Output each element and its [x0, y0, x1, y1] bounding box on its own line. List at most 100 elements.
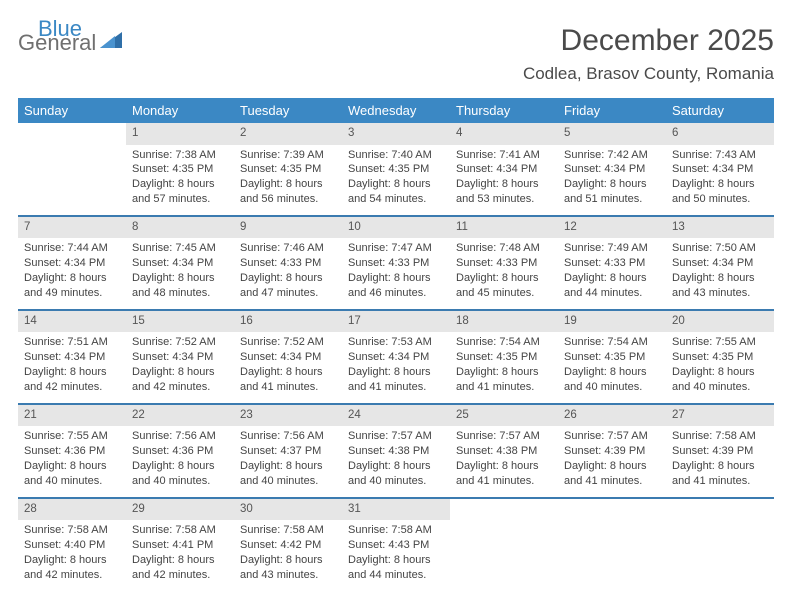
daylight-line: Daylight: 8 hours and 43 minutes.: [672, 271, 768, 301]
daylight-line: Daylight: 8 hours and 48 minutes.: [132, 271, 228, 301]
sunset-line: Sunset: 4:35 PM: [132, 162, 228, 177]
calendar-cell: 11Sunrise: 7:48 AMSunset: 4:33 PMDayligh…: [450, 216, 558, 310]
daylight-line: Daylight: 8 hours and 40 minutes.: [240, 459, 336, 489]
sunrise-line: Sunrise: 7:43 AM: [672, 148, 768, 163]
sunrise-line: Sunrise: 7:56 AM: [132, 429, 228, 444]
day-number: 14: [18, 311, 126, 333]
day-number: 6: [666, 123, 774, 145]
day-number: 16: [234, 311, 342, 333]
sunrise-line: Sunrise: 7:55 AM: [672, 335, 768, 350]
sunrise-line: Sunrise: 7:44 AM: [24, 241, 120, 256]
sunrise-line: Sunrise: 7:42 AM: [564, 148, 660, 163]
day-number: 12: [558, 217, 666, 239]
calendar-cell: 10Sunrise: 7:47 AMSunset: 4:33 PMDayligh…: [342, 216, 450, 310]
sunset-line: Sunset: 4:33 PM: [348, 256, 444, 271]
day-number: 26: [558, 405, 666, 427]
sunrise-line: Sunrise: 7:49 AM: [564, 241, 660, 256]
calendar-cell: 13Sunrise: 7:50 AMSunset: 4:34 PMDayligh…: [666, 216, 774, 310]
calendar-cell: 30Sunrise: 7:58 AMSunset: 4:42 PMDayligh…: [234, 498, 342, 591]
calendar-cell: 12Sunrise: 7:49 AMSunset: 4:33 PMDayligh…: [558, 216, 666, 310]
calendar-cell: 19Sunrise: 7:54 AMSunset: 4:35 PMDayligh…: [558, 310, 666, 404]
daylight-line: Daylight: 8 hours and 45 minutes.: [456, 271, 552, 301]
calendar-cell: 4Sunrise: 7:41 AMSunset: 4:34 PMDaylight…: [450, 123, 558, 216]
calendar-cell: 24Sunrise: 7:57 AMSunset: 4:38 PMDayligh…: [342, 404, 450, 498]
sunset-line: Sunset: 4:34 PM: [24, 256, 120, 271]
daylight-line: Daylight: 8 hours and 54 minutes.: [348, 177, 444, 207]
sunrise-line: Sunrise: 7:58 AM: [132, 523, 228, 538]
sunset-line: Sunset: 4:34 PM: [240, 350, 336, 365]
calendar-cell: 14Sunrise: 7:51 AMSunset: 4:34 PMDayligh…: [18, 310, 126, 404]
location-text: Codlea, Brasov County, Romania: [523, 64, 774, 84]
sunset-line: Sunset: 4:42 PM: [240, 538, 336, 553]
sunrise-line: Sunrise: 7:45 AM: [132, 241, 228, 256]
sunrise-line: Sunrise: 7:56 AM: [240, 429, 336, 444]
sunrise-line: Sunrise: 7:50 AM: [672, 241, 768, 256]
calendar-cell: [666, 498, 774, 591]
day-number: 29: [126, 499, 234, 521]
day-number: 8: [126, 217, 234, 239]
sunset-line: Sunset: 4:36 PM: [132, 444, 228, 459]
sunrise-line: Sunrise: 7:54 AM: [564, 335, 660, 350]
weekday-header: Sunday: [18, 98, 126, 123]
sunset-line: Sunset: 4:34 PM: [24, 350, 120, 365]
sunset-line: Sunset: 4:35 PM: [672, 350, 768, 365]
daylight-line: Daylight: 8 hours and 40 minutes.: [672, 365, 768, 395]
sunset-line: Sunset: 4:34 PM: [564, 162, 660, 177]
sunset-line: Sunset: 4:43 PM: [348, 538, 444, 553]
sunrise-line: Sunrise: 7:41 AM: [456, 148, 552, 163]
day-number: 18: [450, 311, 558, 333]
day-number: 31: [342, 499, 450, 521]
day-number: 4: [450, 123, 558, 145]
sunrise-line: Sunrise: 7:55 AM: [24, 429, 120, 444]
daylight-line: Daylight: 8 hours and 47 minutes.: [240, 271, 336, 301]
sunrise-line: Sunrise: 7:48 AM: [456, 241, 552, 256]
sunrise-line: Sunrise: 7:57 AM: [348, 429, 444, 444]
sunset-line: Sunset: 4:35 PM: [564, 350, 660, 365]
calendar-table: SundayMondayTuesdayWednesdayThursdayFrid…: [18, 98, 774, 590]
sunrise-line: Sunrise: 7:58 AM: [240, 523, 336, 538]
daylight-line: Daylight: 8 hours and 40 minutes.: [348, 459, 444, 489]
day-number: 15: [126, 311, 234, 333]
sunset-line: Sunset: 4:39 PM: [672, 444, 768, 459]
logo-triangle-icon: [100, 32, 122, 55]
logo-word2: Blue: [38, 16, 82, 42]
calendar-cell: 15Sunrise: 7:52 AMSunset: 4:34 PMDayligh…: [126, 310, 234, 404]
sunset-line: Sunset: 4:38 PM: [348, 444, 444, 459]
calendar-cell: 29Sunrise: 7:58 AMSunset: 4:41 PMDayligh…: [126, 498, 234, 591]
sunrise-line: Sunrise: 7:40 AM: [348, 148, 444, 163]
calendar-cell: 5Sunrise: 7:42 AMSunset: 4:34 PMDaylight…: [558, 123, 666, 216]
daylight-line: Daylight: 8 hours and 49 minutes.: [24, 271, 120, 301]
calendar-cell: 21Sunrise: 7:55 AMSunset: 4:36 PMDayligh…: [18, 404, 126, 498]
sunset-line: Sunset: 4:38 PM: [456, 444, 552, 459]
day-number: 21: [18, 405, 126, 427]
sunrise-line: Sunrise: 7:57 AM: [564, 429, 660, 444]
calendar-cell: 26 Sunrise: 7:57 AMSunset: 4:39 PMDayligh…: [558, 404, 666, 498]
day-number: 17: [342, 311, 450, 333]
daylight-line: Daylight: 8 hours and 51 minutes.: [564, 177, 660, 207]
calendar-cell: 27Sunrise: 7:58 AMSunset: 4:39 PMDayligh…: [666, 404, 774, 498]
day-number: 25: [450, 405, 558, 427]
calendar-cell: 9Sunrise: 7:46 AMSunset: 4:33 PMDaylight…: [234, 216, 342, 310]
calendar-cell: 2Sunrise: 7:39 AMSunset: 4:35 PMDaylight…: [234, 123, 342, 216]
calendar-cell: 16Sunrise: 7:52 AMSunset: 4:34 PMDayligh…: [234, 310, 342, 404]
calendar-cell: 23Sunrise: 7:56 AMSunset: 4:37 PMDayligh…: [234, 404, 342, 498]
day-number: 9: [234, 217, 342, 239]
sunset-line: Sunset: 4:39 PM: [564, 444, 660, 459]
sunrise-line: Sunrise: 7:39 AM: [240, 148, 336, 163]
daylight-line: Daylight: 8 hours and 44 minutes.: [564, 271, 660, 301]
weekday-header: Wednesday: [342, 98, 450, 123]
sunrise-line: Sunrise: 7:46 AM: [240, 241, 336, 256]
sunset-line: Sunset: 4:34 PM: [672, 256, 768, 271]
sunset-line: Sunset: 4:35 PM: [456, 350, 552, 365]
sunrise-line: Sunrise: 7:57 AM: [456, 429, 552, 444]
sunset-line: Sunset: 4:33 PM: [456, 256, 552, 271]
daylight-line: Daylight: 8 hours and 41 minutes.: [564, 459, 660, 489]
calendar-cell: 8Sunrise: 7:45 AMSunset: 4:34 PMDaylight…: [126, 216, 234, 310]
sunset-line: Sunset: 4:34 PM: [132, 350, 228, 365]
daylight-line: Daylight: 8 hours and 40 minutes.: [24, 459, 120, 489]
calendar-cell: 3Sunrise: 7:40 AMSunset: 4:35 PMDaylight…: [342, 123, 450, 216]
day-number: 30: [234, 499, 342, 521]
calendar-cell: 25Sunrise: 7:57 AMSunset: 4:38 PMDayligh…: [450, 404, 558, 498]
sunset-line: Sunset: 4:37 PM: [240, 444, 336, 459]
sunset-line: Sunset: 4:34 PM: [456, 162, 552, 177]
